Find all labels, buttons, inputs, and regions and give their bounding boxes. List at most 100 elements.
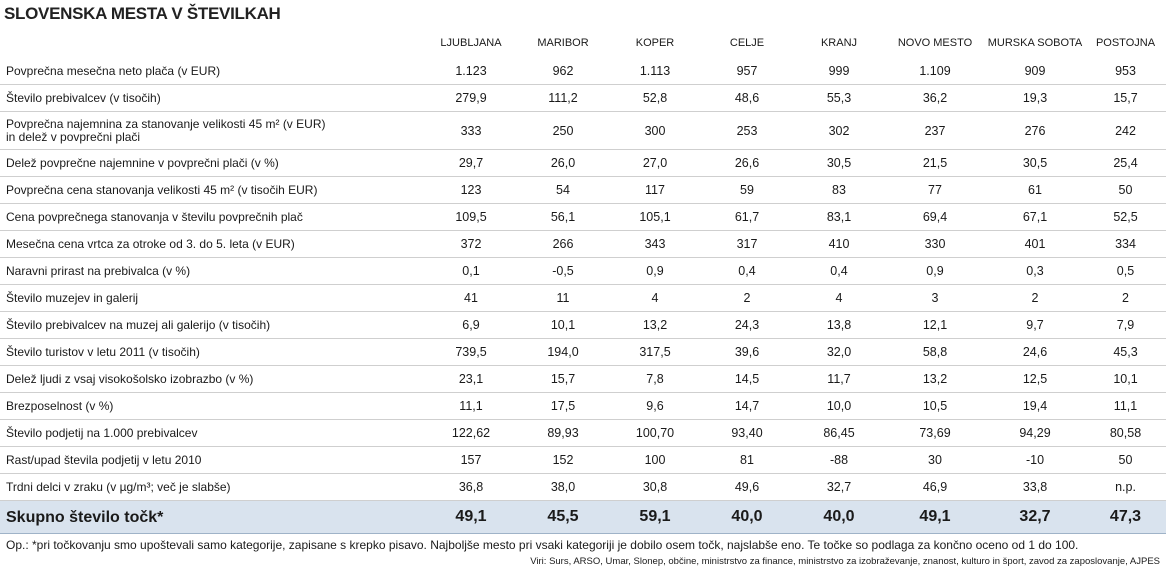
cell: 81 bbox=[701, 446, 793, 474]
cell: 32,0 bbox=[793, 338, 885, 366]
cell: 54 bbox=[517, 176, 609, 204]
cell: 7,8 bbox=[609, 365, 701, 393]
column-header: NOVO MESTO bbox=[897, 37, 973, 49]
cell: 953 bbox=[1085, 58, 1166, 85]
table-row: Povprečna cena stanovanja velikosti 45 m… bbox=[0, 176, 1166, 204]
cell: 50 bbox=[1085, 176, 1166, 204]
cell: 276 bbox=[985, 111, 1085, 150]
note: Op.: *pri točkovanju smo upoštevali samo… bbox=[6, 538, 1079, 552]
cell: 36,8 bbox=[425, 473, 517, 501]
cell: -88 bbox=[793, 446, 885, 474]
column-header: CELJE bbox=[729, 37, 765, 49]
cell: 1.109 bbox=[885, 58, 985, 85]
cell: 80,58 bbox=[1085, 419, 1166, 447]
cell: 73,69 bbox=[885, 419, 985, 447]
cell: 83,1 bbox=[793, 203, 885, 231]
cell: 123 bbox=[425, 176, 517, 204]
cell: 962 bbox=[517, 58, 609, 85]
cell: 40,0 bbox=[701, 500, 793, 534]
cell: 343 bbox=[609, 230, 701, 258]
column-header: KRANJ bbox=[820, 37, 858, 49]
sources: Viri: Surs, ARSO, Umar, Slonep, občine, … bbox=[530, 556, 1160, 567]
row-label: Število prebivalcev (v tisočih) bbox=[0, 84, 425, 112]
table-row: Delež povprečne najemnine v povprečni pl… bbox=[0, 149, 1166, 177]
cell: 50 bbox=[1085, 446, 1166, 474]
row-label: Povprečna najemnina za stanovanje veliko… bbox=[0, 111, 425, 150]
title: SLOVENSKA MESTA V ŠTEVILKAH bbox=[4, 4, 281, 23]
cell: 0,4 bbox=[793, 257, 885, 285]
cell: -0,5 bbox=[517, 257, 609, 285]
cell: 15,7 bbox=[517, 365, 609, 393]
cell: 330 bbox=[885, 230, 985, 258]
header-row: LJUBLJANA MARIBOR KOPER CELJE KRANJ NOVO MEST… bbox=[0, 28, 1166, 58]
cell: 83 bbox=[793, 176, 885, 204]
cell: 12,1 bbox=[885, 311, 985, 339]
cell: 48,6 bbox=[701, 84, 793, 112]
table-row: Število muzejev in galerij 41 11 4 2 4 3 2 2 bbox=[0, 284, 1166, 312]
cell: 10,1 bbox=[517, 311, 609, 339]
row-label: Število prebivalcev na muzej ali galerij… bbox=[0, 311, 425, 339]
cell: 19,3 bbox=[985, 84, 1085, 112]
cell: 9,6 bbox=[609, 392, 701, 420]
table-row: Povprečna mesečna neto plača (v EUR) 1.12… bbox=[0, 58, 1166, 85]
cell: 17,5 bbox=[517, 392, 609, 420]
cell: 100 bbox=[609, 446, 701, 474]
table-row: Število prebivalcev (v tisočih) 279,9 111,… bbox=[0, 84, 1166, 112]
cell: 237 bbox=[885, 111, 985, 150]
cell: 372 bbox=[425, 230, 517, 258]
cell: 30 bbox=[885, 446, 985, 474]
row-label: Trdni delci v zraku (v µg/m³; več je sla… bbox=[0, 473, 425, 501]
cell: 4 bbox=[793, 284, 885, 312]
cell: 14,7 bbox=[701, 392, 793, 420]
column-header: POSTOJNA bbox=[1095, 37, 1156, 49]
cell: 242 bbox=[1085, 111, 1166, 150]
cell: 302 bbox=[793, 111, 885, 150]
cell: 0,9 bbox=[885, 257, 985, 285]
cell: 1.113 bbox=[609, 58, 701, 85]
cell: 317 bbox=[701, 230, 793, 258]
cell: 15,7 bbox=[1085, 84, 1166, 112]
cell: 2 bbox=[1085, 284, 1166, 312]
cell: 58,8 bbox=[885, 338, 985, 366]
cell: 2 bbox=[985, 284, 1085, 312]
row-label: Število turistov v letu 2011 (v tisočih) bbox=[0, 338, 425, 366]
table-row: Cena povprečnega stanovanja v številu po… bbox=[0, 203, 1166, 231]
cell: 49,6 bbox=[701, 473, 793, 501]
cell: 36,2 bbox=[885, 84, 985, 112]
row-label: Mesečna cena vrtca za otroke od 3. do 5.… bbox=[0, 230, 425, 258]
cell: 13,2 bbox=[609, 311, 701, 339]
cell: 24,3 bbox=[701, 311, 793, 339]
cell: 30,8 bbox=[609, 473, 701, 501]
cell: 41 bbox=[425, 284, 517, 312]
cell: 739,5 bbox=[425, 338, 517, 366]
row-label: Povprečna cena stanovanja velikosti 45 m… bbox=[0, 176, 425, 204]
cell: 52,5 bbox=[1085, 203, 1166, 231]
cell: 10,5 bbox=[885, 392, 985, 420]
cell: 11,1 bbox=[425, 392, 517, 420]
cell: 13,2 bbox=[885, 365, 985, 393]
cell: 61,7 bbox=[701, 203, 793, 231]
cell: 25,4 bbox=[1085, 149, 1166, 177]
row-label: Skupno število točk* bbox=[0, 500, 425, 534]
table-row: Število podjetij na 1.000 prebivalcev 122… bbox=[0, 419, 1166, 447]
cell: 333 bbox=[425, 111, 517, 150]
cell: 0,9 bbox=[609, 257, 701, 285]
cell: 109,5 bbox=[425, 203, 517, 231]
table-row: Naravni prirast na prebivalca (v %) 0,1 -0… bbox=[0, 257, 1166, 285]
table-row: Število turistov v letu 2011 (v tisočih)… bbox=[0, 338, 1166, 366]
cell: 55,3 bbox=[793, 84, 885, 112]
corner bbox=[0, 28, 425, 58]
cell: 100,70 bbox=[609, 419, 701, 447]
cell: 30,5 bbox=[985, 149, 1085, 177]
cell: 59,1 bbox=[609, 500, 701, 534]
cell: 52,8 bbox=[609, 84, 701, 112]
table-row: Povprečna najemnina za stanovanje veliko… bbox=[0, 111, 1166, 150]
cell: 4 bbox=[609, 284, 701, 312]
cell: 49,1 bbox=[885, 500, 985, 534]
cell: 61 bbox=[985, 176, 1085, 204]
cell: 152 bbox=[517, 446, 609, 474]
row-label: Povprečna mesečna neto plača (v EUR) bbox=[0, 58, 425, 85]
cell: 957 bbox=[701, 58, 793, 85]
cell: 300 bbox=[609, 111, 701, 150]
cell: 86,45 bbox=[793, 419, 885, 447]
